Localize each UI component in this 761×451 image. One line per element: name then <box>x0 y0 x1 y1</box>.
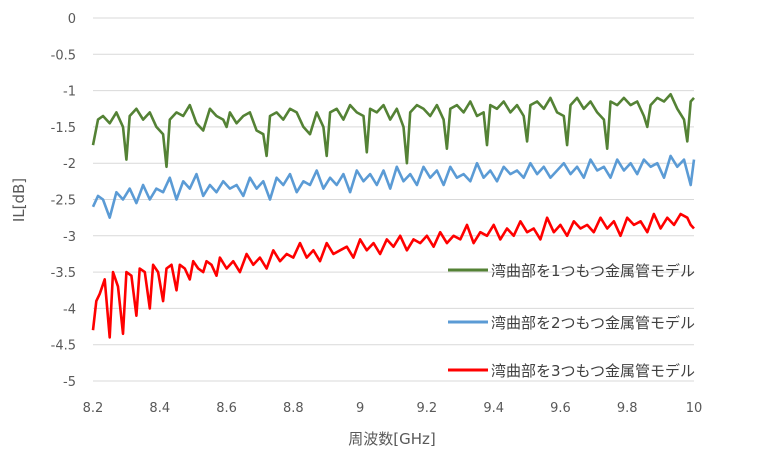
legend-label: 湾曲部を3つもつ金属管モデル <box>491 362 695 380</box>
y-tick-label: -3.5 <box>51 266 76 281</box>
legend-label: 湾曲部を2つもつ金属管モデル <box>491 314 695 332</box>
y-tick-label: -4.5 <box>51 339 76 354</box>
series-line-2 <box>91 154 696 219</box>
y-tick-label: -4 <box>63 302 76 317</box>
series-line-1 <box>91 92 695 169</box>
gridlines <box>93 17 694 382</box>
x-tick-label: 8.6 <box>216 401 237 416</box>
y-tick-label: 0 <box>68 12 76 27</box>
y-tick-label: -5 <box>63 375 76 390</box>
x-axis-title: 周波数[GHz] <box>348 430 435 448</box>
x-tick-label: 9.4 <box>483 401 504 416</box>
legend-item-1: 湾曲部を1つもつ金属管モデル <box>448 262 695 280</box>
y-tick-label: -0.5 <box>51 48 76 63</box>
y-tick-label: -3 <box>63 230 76 245</box>
y-tick-label: -2 <box>63 157 76 172</box>
series-lines <box>91 92 696 339</box>
x-tick-label: 9.2 <box>417 401 438 416</box>
y-tick-label: -1 <box>63 85 76 100</box>
legend-label: 湾曲部を1つもつ金属管モデル <box>491 262 695 280</box>
x-tick-label: 9 <box>356 401 364 416</box>
x-axis-ticks: 8.2 8.4 8.6 8.8 9 9.2 9.4 9.6 9.8 10 <box>83 401 703 416</box>
x-tick-label: 9.8 <box>617 401 638 416</box>
x-tick-label: 8.4 <box>149 401 170 416</box>
series-line-3 <box>91 212 695 339</box>
y-axis-title: IL[dB] <box>10 178 28 222</box>
x-tick-label: 8.8 <box>283 401 304 416</box>
legend: 湾曲部を1つもつ金属管モデル湾曲部を2つもつ金属管モデル湾曲部を3つもつ金属管モ… <box>448 262 695 380</box>
y-axis-ticks: 0 -0.5 -1 -1.5 -2 -2.5 -3 -3.5 -4 -4.5 -5 <box>51 12 76 390</box>
x-tick-label: 9.6 <box>550 401 571 416</box>
x-tick-label: 10 <box>686 401 703 416</box>
x-tick-label: 8.2 <box>83 401 104 416</box>
y-tick-label: -2.5 <box>51 194 76 209</box>
legend-item-3: 湾曲部を3つもつ金属管モデル <box>448 362 695 380</box>
y-tick-label: -1.5 <box>51 121 76 136</box>
legend-item-2: 湾曲部を2つもつ金属管モデル <box>448 314 695 332</box>
